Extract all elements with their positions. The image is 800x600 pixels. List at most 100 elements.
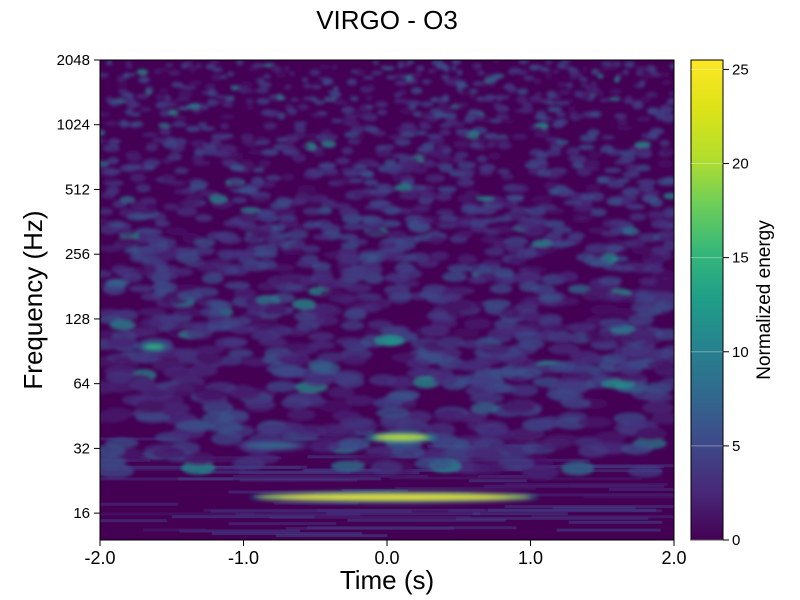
noise-blob [572,216,590,224]
noise-blob [275,71,286,79]
noise-blob [194,63,203,69]
noise-blob [616,371,647,383]
noise-streak [556,528,661,532]
noise-blob [439,215,458,222]
noise-blob [107,138,120,147]
noise-blob [240,206,261,213]
noise-blob [398,166,418,173]
noise-blob [364,126,380,133]
noise-blob [156,250,175,261]
noise-blob [345,308,367,320]
noise-blob [366,104,374,109]
noise-blob [341,147,354,155]
noise-blob [536,151,549,159]
noise-blob [278,214,297,221]
noise-blob [460,91,469,97]
noise-blob [437,293,461,302]
noise-blob [302,207,323,216]
noise-blob [477,420,508,433]
noise-blob [394,138,412,147]
noise-blob [571,162,584,169]
noise-blob [275,196,292,207]
noise-blob [634,141,652,149]
noise-blob [105,96,113,104]
noise-blob [408,187,422,194]
noise-blob [601,135,615,140]
noise-blob [228,177,244,187]
noise-blob [279,355,311,366]
noise-blob [479,164,494,171]
noise-blob [558,271,579,283]
noise-blob [537,313,563,326]
noise-blob [559,100,567,105]
noise-blob [388,389,421,401]
noise-blob [332,86,339,91]
noise-blob [577,444,609,458]
noise-blob [270,264,295,272]
noise-blob [400,131,417,138]
noise-blob [663,148,674,156]
noise-blob [240,133,254,142]
noise-blob [567,106,576,114]
noise-blob [596,176,610,184]
noise-blob [350,69,359,74]
noise-blob [457,69,463,76]
noise-streak [100,512,255,516]
noise-streak [307,526,517,530]
noise-blob [650,245,671,255]
noise-blob [124,100,138,106]
noise-blob [361,88,371,93]
noise-blob [668,91,674,96]
noise-blob [211,67,223,73]
noise-blob [565,82,574,89]
noise-blob [310,96,318,102]
feature-core [278,495,511,499]
noise-blob [284,65,290,73]
noise-blob [601,67,609,71]
noise-blob [556,82,568,87]
noise-blob [456,171,474,180]
noise-blob [585,243,609,253]
noise-blob [494,225,514,234]
noise-blob [206,98,219,107]
noise-blob [383,206,400,215]
noise-blob [565,147,579,156]
noise-streak [570,484,649,488]
noise-blob [417,216,434,225]
noise-blob [381,144,395,151]
noise-blob [240,81,253,88]
noise-blob [100,225,119,235]
y-tick-label: 32 [73,440,90,457]
noise-blob [545,60,553,65]
noise-blob [401,98,409,105]
noise-blob [317,352,347,363]
noise-blob [297,103,309,111]
noise-blob [439,123,452,128]
noise-blob [140,388,174,402]
noise-blob [663,192,674,200]
noise-blob [417,145,435,153]
noise-blob [225,95,235,102]
noise-blob [489,283,513,294]
noise-streak [583,495,674,499]
noise-blob [282,149,296,156]
noise-blob [176,96,191,102]
noise-blob [392,174,407,182]
noise-blob [622,226,639,235]
noise-blob [319,168,339,174]
noise-blob [383,325,410,335]
noise-blob [580,83,590,88]
noise-blob [243,399,276,410]
noise-blob [159,128,172,136]
noise-streak [275,534,388,538]
noise-blob [299,143,310,149]
noise-blob [136,400,165,414]
noise-blob [469,225,489,234]
noise-blob [100,138,108,144]
noise-blob [386,375,415,389]
noise-streak [478,474,525,478]
noise-blob [313,149,325,157]
noise-blob [622,171,640,179]
noise-blob [628,238,646,247]
noise-blob [443,301,471,312]
